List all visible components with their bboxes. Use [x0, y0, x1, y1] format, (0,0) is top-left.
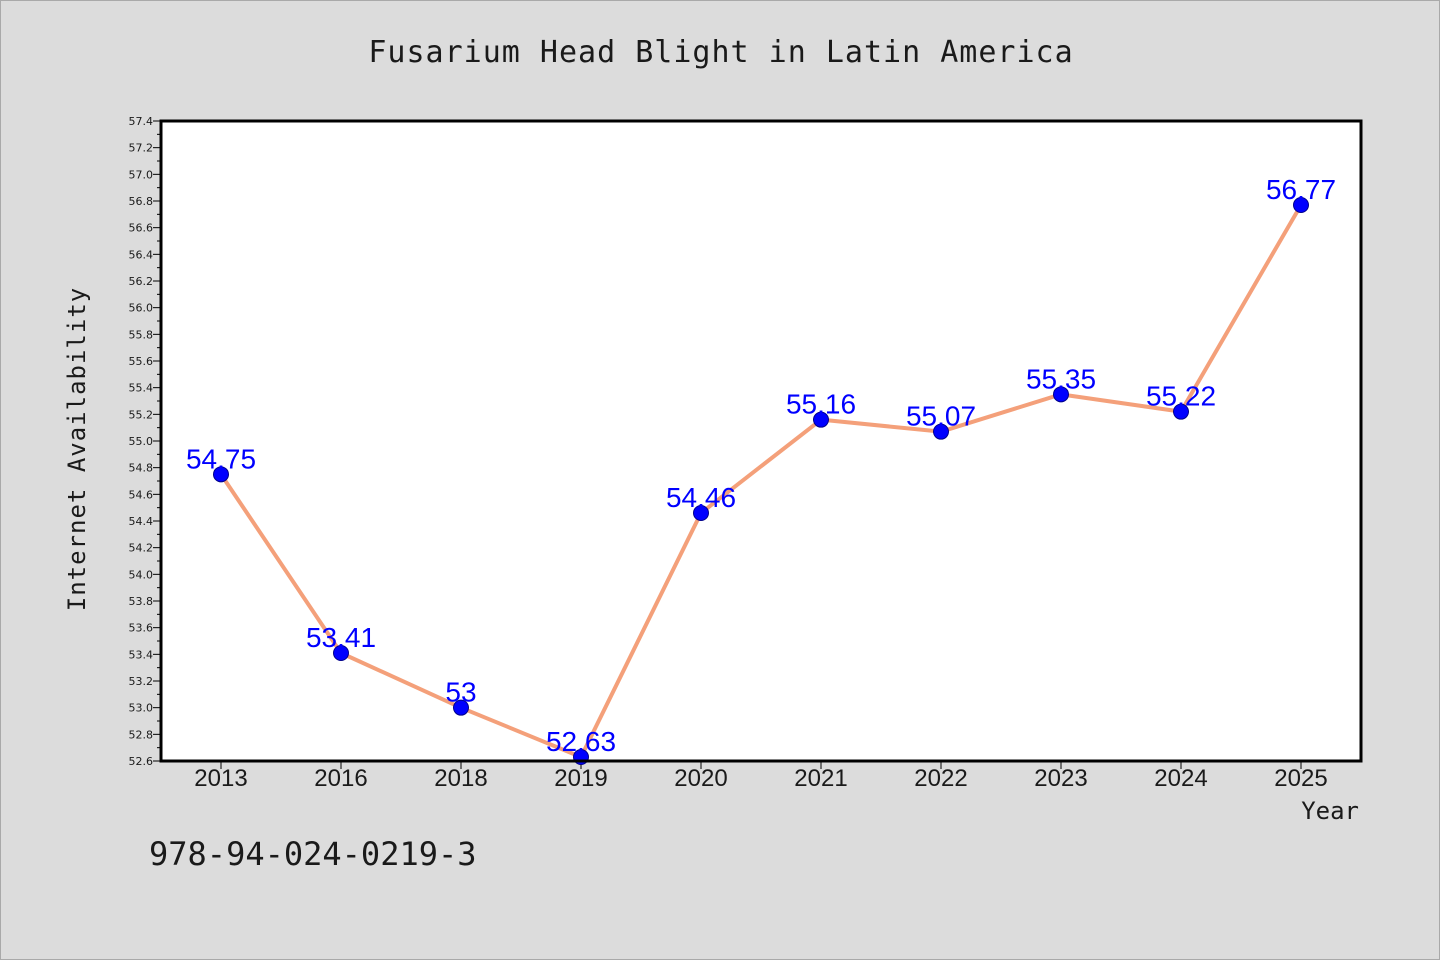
- data-point: [1293, 197, 1309, 213]
- y-tick-label: 56.0: [129, 302, 154, 315]
- y-tick-label: 56.4: [129, 248, 154, 261]
- y-tick-label: 56.2: [129, 275, 154, 288]
- x-axis: 2013 2016 2018 2019 2020 2021 2022 2023 2024 2025: [194, 761, 1328, 792]
- y-tick-label: 54.2: [129, 542, 154, 555]
- data-point: [333, 645, 349, 661]
- y-tick-label: 55.6: [129, 355, 154, 368]
- y-tick-label: 56.8: [129, 195, 154, 208]
- x-tick-label: 2018: [434, 765, 487, 792]
- y-tick-label: 53.0: [129, 702, 154, 715]
- data-label: 55.07: [906, 401, 976, 432]
- data-label: 53: [445, 677, 476, 708]
- y-tick-label: 54.6: [129, 488, 154, 501]
- data-label: 56.77: [1266, 174, 1336, 205]
- y-axis: 52.6 52.8 53.0 53.2 53.4 53.6 53.8 54.0 54.2 54.4…: [129, 115, 161, 768]
- data-point: [1173, 403, 1189, 420]
- data-label: 55.22: [1146, 381, 1216, 412]
- y-tick-label: 56.6: [129, 222, 154, 235]
- y-tick-label: 52.8: [129, 728, 154, 741]
- data-label: 53.41: [306, 622, 376, 653]
- y-tick-label: 53.6: [129, 622, 154, 635]
- y-tick-label: 53.4: [129, 648, 154, 661]
- x-tick-label: 2024: [1154, 765, 1207, 792]
- y-tick-label: 54.0: [129, 568, 154, 581]
- y-tick-label: 57.2: [129, 142, 154, 155]
- x-tick-label: 2025: [1274, 765, 1327, 792]
- y-tick-label: 54.8: [129, 462, 154, 475]
- data-label: 54.46: [666, 482, 736, 513]
- y-tick-label: 57.4: [129, 115, 154, 128]
- data-label: 54.75: [186, 443, 256, 474]
- data-point: [693, 505, 709, 521]
- y-tick-label: 55.2: [129, 408, 154, 421]
- chart-title: Fusarium Head Blight in Latin America: [368, 35, 1074, 70]
- x-tick-label: 2023: [1034, 765, 1087, 792]
- plot-frame: [159, 119, 1363, 763]
- series-line: [219, 203, 1303, 759]
- x-tick-label: 2022: [914, 765, 967, 792]
- data-point: [453, 699, 469, 716]
- x-tick-label: 2019: [554, 765, 607, 792]
- data-label: 55.16: [786, 389, 856, 420]
- data-point: [213, 466, 229, 483]
- y-tick-label: 55.0: [129, 435, 154, 448]
- data-point: [813, 411, 829, 428]
- x-tick-label: 2020: [674, 765, 727, 792]
- x-axis-label: Year: [1301, 797, 1359, 825]
- data-label: 52.63: [546, 726, 616, 757]
- y-tick-label: 55.8: [129, 328, 154, 341]
- plot-area: [161, 121, 1361, 761]
- data-label: 55.35: [1026, 363, 1096, 394]
- y-tick-label: 52.6: [129, 755, 154, 768]
- data-point: [933, 423, 949, 440]
- y-tick-label: 53.8: [129, 595, 154, 608]
- x-tick-label: 2021: [794, 765, 847, 792]
- x-tick-label: 2013: [194, 765, 247, 792]
- y-tick-label: 57.0: [129, 168, 154, 181]
- y-tick-label: 53.2: [129, 675, 154, 688]
- x-tick-label: 2016: [314, 765, 367, 792]
- series-group: 54.75 53.41 53 52.63 54.46 55.16 55.07 55.35 55.…: [186, 174, 1336, 765]
- data-point: [1053, 386, 1069, 403]
- y-tick-label: 54.4: [129, 515, 154, 528]
- footer-code: 978-94-024-0219-3: [149, 835, 477, 873]
- y-tick-label: 55.4: [129, 382, 154, 395]
